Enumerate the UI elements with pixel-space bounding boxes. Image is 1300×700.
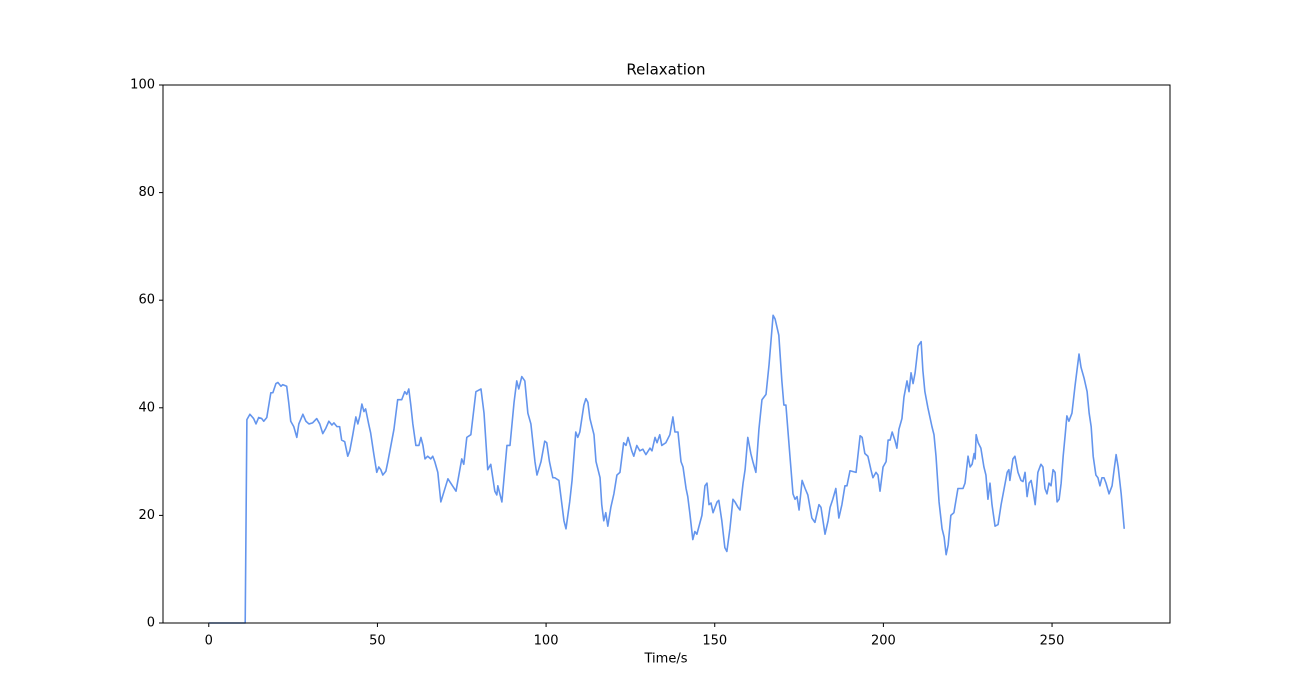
x-tick-label: 150 <box>702 634 727 649</box>
x-tick-label: 250 <box>1040 634 1065 649</box>
chart-title: Relaxation <box>626 61 705 79</box>
x-axis-label: Time/s <box>644 652 688 667</box>
y-tick-label: 0 <box>147 616 155 631</box>
y-tick-label: 60 <box>138 293 155 308</box>
data-line <box>208 314 1126 624</box>
x-tick-label: 200 <box>871 634 896 649</box>
x-tick-label: 100 <box>534 634 559 649</box>
y-tick-label: 80 <box>138 185 155 200</box>
y-tick-label: 20 <box>138 508 155 523</box>
y-tick-label: 100 <box>130 78 155 93</box>
plot-frame <box>162 84 1171 624</box>
x-tick-label: 50 <box>369 634 386 649</box>
y-tick-label: 40 <box>138 400 155 415</box>
x-tick-label: 0 <box>205 634 213 649</box>
